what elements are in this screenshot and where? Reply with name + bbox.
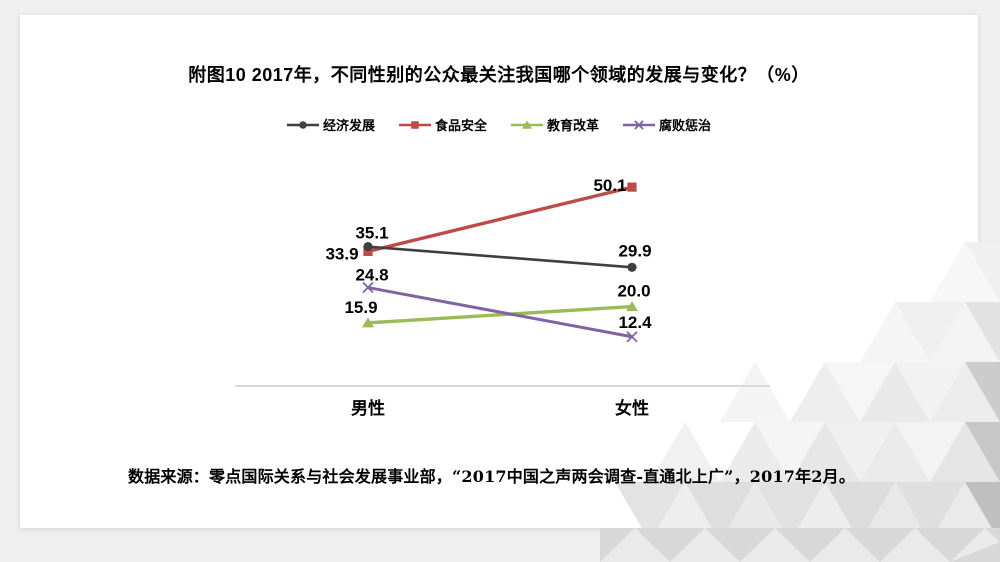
data-label: 29.9 — [618, 241, 651, 260]
data-label: 15.9 — [344, 298, 377, 317]
square-marker-icon — [363, 246, 373, 257]
legend-marker-icon — [511, 119, 543, 129]
data-label: 24.8 — [355, 266, 388, 285]
data-label: 12.4 — [618, 313, 652, 332]
x-marker-icon — [362, 281, 374, 294]
legend-item-2: 教育改革 — [511, 115, 599, 134]
legend-label: 经济发展 — [322, 118, 375, 133]
legend-item-0: 经济发展 — [286, 115, 375, 134]
chart-title: 附图10 2017年，不同性别的公众最关注我国哪个领域的发展与变化？（%） — [188, 65, 810, 85]
legend-marker-icon — [286, 120, 319, 129]
legend-label: 腐败惩治 — [659, 118, 712, 133]
circle-marker-icon — [299, 120, 307, 129]
category-label: 女性 — [615, 398, 649, 418]
circle-marker-icon — [363, 242, 373, 252]
data-label: 50.1 — [593, 176, 626, 195]
chart-legend: 经济发展 食品安全 教育改革 腐败惩治 — [20, 115, 978, 134]
category-label: 男性 — [351, 398, 385, 418]
legend-label: 教育改革 — [547, 118, 600, 133]
series-line-1 — [367, 185, 633, 254]
square-marker-icon — [627, 182, 637, 192]
line-chart: 35.1 29.9 33.9 50.1 15.9 20.0 24.8 12.4 男性 女性 — [235, 176, 770, 418]
circle-marker-icon — [627, 262, 637, 272]
x-marker-icon — [634, 119, 644, 130]
series-line-2 — [367, 304, 633, 325]
data-label: 33.9 — [325, 244, 358, 263]
series-line-0 — [367, 245, 633, 269]
legend-marker-icon — [623, 119, 656, 130]
source-note: 数据来源：零点国际关系与社会发展事业部，“2017中国之声两会调查-直通北上广”… — [128, 467, 856, 486]
square-marker-icon — [411, 120, 419, 129]
legend-item-3: 腐败惩治 — [623, 115, 711, 134]
series-line-3 — [367, 286, 633, 339]
data-label: 35.1 — [355, 224, 388, 243]
triangle-marker-icon — [522, 119, 532, 129]
legend-label: 食品安全 — [434, 118, 487, 133]
triangle-marker-icon — [626, 301, 638, 312]
legend-item-1: 食品安全 — [398, 115, 487, 134]
legend-marker-icon — [398, 120, 431, 129]
triangle-marker-icon — [362, 317, 374, 328]
x-marker-icon — [626, 331, 638, 343]
data-label: 20.0 — [617, 282, 650, 301]
slide-content: 附图10 2017年，不同性别的公众最关注我国哪个领域的发展与变化？（%） 经济… — [20, 15, 978, 528]
